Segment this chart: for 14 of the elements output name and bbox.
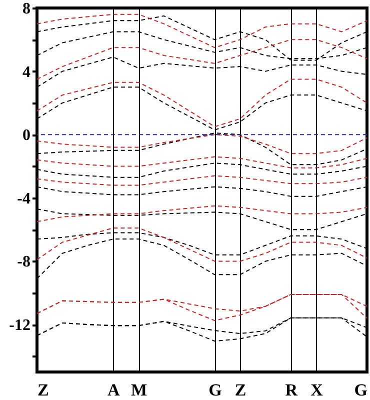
x-tick-label: R [285,380,298,400]
y-tick-label: 8 [22,0,30,18]
y-tick-label: -8 [17,254,30,271]
y-tick-label: 4 [22,64,30,81]
x-tick-label: Z [234,380,246,400]
x-tick-label: G [354,380,368,400]
y-tick-label: -4 [17,190,30,208]
y-tick-label: 0 [22,127,30,144]
y-tick-label: -12 [9,317,30,334]
x-tick-label: Z [38,380,49,400]
x-tick-label: X [310,380,324,400]
x-tick-label: A [108,380,121,400]
x-tick-label: M [131,380,148,400]
x-tick-label: G [208,380,222,400]
